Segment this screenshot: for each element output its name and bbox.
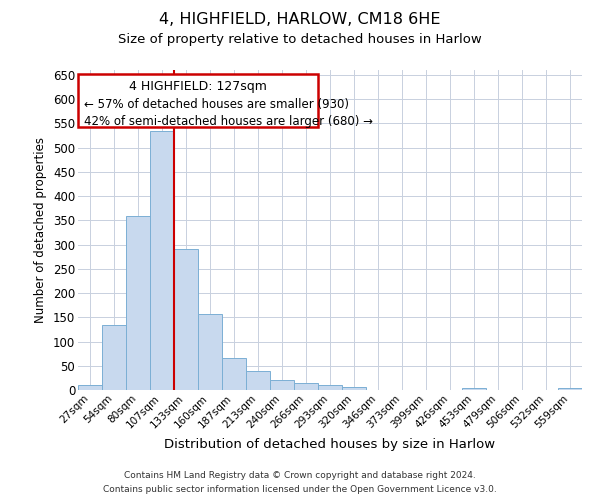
Text: Contains public sector information licensed under the Open Government Licence v3: Contains public sector information licen… <box>103 485 497 494</box>
Bar <box>342 386 366 390</box>
Text: Size of property relative to detached houses in Harlow: Size of property relative to detached ho… <box>118 32 482 46</box>
Bar <box>78 385 102 390</box>
Text: Contains HM Land Registry data © Crown copyright and database right 2024.: Contains HM Land Registry data © Crown c… <box>124 471 476 480</box>
Bar <box>558 388 582 390</box>
Bar <box>198 314 222 390</box>
Text: 4 HIGHFIELD: 127sqm: 4 HIGHFIELD: 127sqm <box>129 80 267 93</box>
Bar <box>270 380 294 390</box>
X-axis label: Distribution of detached houses by size in Harlow: Distribution of detached houses by size … <box>164 438 496 451</box>
Bar <box>462 388 486 390</box>
Bar <box>102 324 126 390</box>
Bar <box>246 370 270 390</box>
Text: 42% of semi-detached houses are larger (680) →: 42% of semi-detached houses are larger (… <box>84 115 373 128</box>
Bar <box>150 130 174 390</box>
Text: ← 57% of detached houses are smaller (930): ← 57% of detached houses are smaller (93… <box>84 98 349 111</box>
Bar <box>174 250 198 390</box>
Bar <box>294 382 318 390</box>
Bar <box>318 385 342 390</box>
Bar <box>222 358 246 390</box>
Y-axis label: Number of detached properties: Number of detached properties <box>34 137 47 323</box>
Text: 4, HIGHFIELD, HARLOW, CM18 6HE: 4, HIGHFIELD, HARLOW, CM18 6HE <box>159 12 441 28</box>
Bar <box>126 216 150 390</box>
